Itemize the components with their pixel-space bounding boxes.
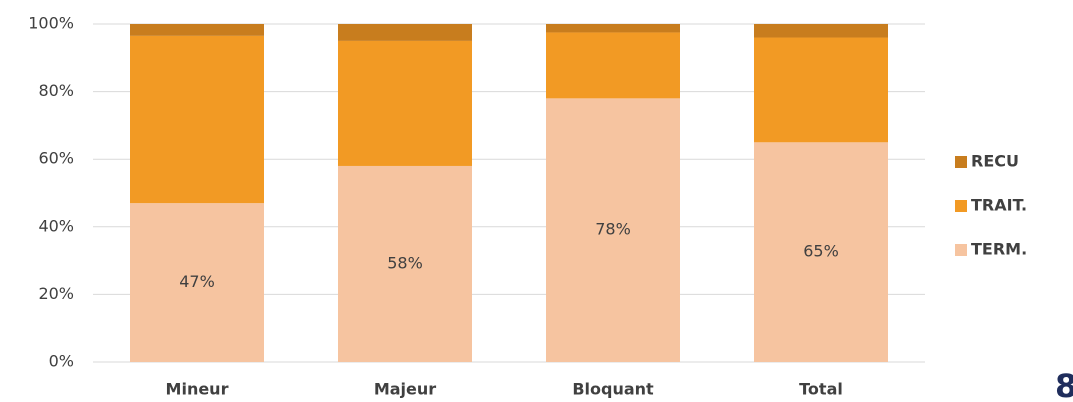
- page-number: 8: [1055, 367, 1073, 402]
- y-tick-label: 80%: [38, 81, 74, 100]
- bar-segment: [338, 24, 472, 41]
- bar-segment: [754, 142, 888, 362]
- bar-segment: [130, 203, 264, 362]
- x-tick-label: Mineur: [166, 380, 229, 399]
- y-tick-label: 40%: [38, 216, 74, 235]
- bar-segment: [754, 37, 888, 143]
- x-tick-label: Majeur: [374, 380, 436, 399]
- data-label: 47%: [179, 272, 215, 291]
- legend-label: RECU: [971, 152, 1019, 171]
- x-tick-label: Total: [799, 380, 843, 399]
- bar-segment: [130, 35, 264, 204]
- bar-segment: [338, 40, 472, 166]
- legend-label: TRAIT.: [971, 196, 1027, 215]
- bar-segment: [546, 32, 680, 99]
- data-label: 58%: [387, 253, 423, 272]
- legend-swatch: [955, 200, 967, 212]
- bar-segment: [130, 24, 264, 36]
- legend-label: TERM.: [971, 240, 1027, 259]
- y-tick-label: 60%: [38, 149, 74, 168]
- bar-segment: [338, 165, 472, 362]
- y-tick-label: 20%: [38, 284, 74, 303]
- x-tick-label: Bloquant: [572, 380, 654, 399]
- y-tick-label: 0%: [49, 352, 74, 371]
- data-label: 65%: [803, 242, 839, 261]
- data-label: 78%: [595, 220, 631, 239]
- legend-swatch: [955, 244, 967, 256]
- legend-swatch: [955, 156, 967, 168]
- y-tick-label: 100%: [28, 14, 74, 33]
- bar-segment: [754, 24, 888, 38]
- bar-segment: [546, 24, 680, 33]
- bar-segment: [546, 98, 680, 363]
